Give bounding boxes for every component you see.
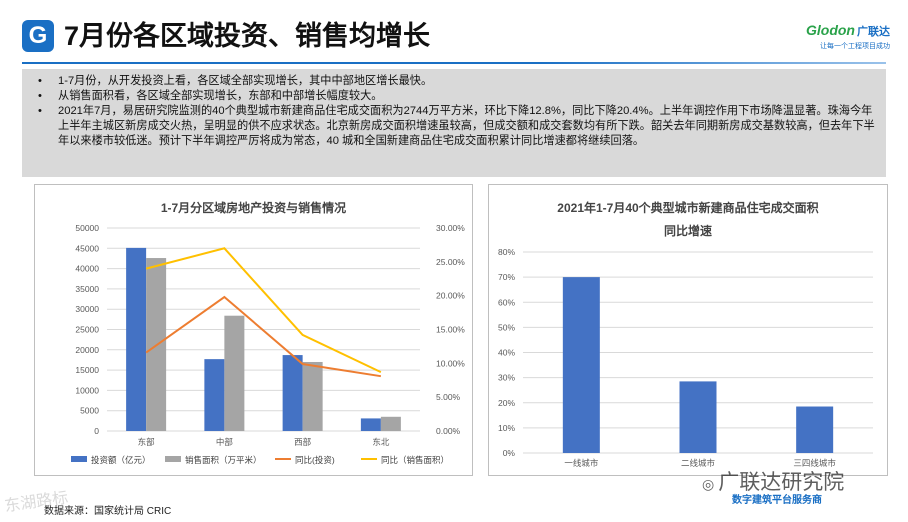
left-tick-label: 45000 bbox=[75, 243, 99, 253]
y-tick-label: 30% bbox=[498, 373, 515, 383]
category-label: 东部 bbox=[138, 437, 156, 447]
brand-name: Glodon 广联达 bbox=[806, 22, 890, 39]
bullet-text: 2021年7月，易居研究院监测的40个典型城市新建商品住宅成交面积为2744万平… bbox=[58, 105, 875, 147]
bullet-text: 1-7月份，从开发投资上看，各区域全部实现增长，其中中部地区增长最快。 bbox=[58, 75, 433, 87]
legend-swatch bbox=[165, 456, 181, 462]
city-chart-panel: 2021年1-7月40个典型城市新建商品住宅成交面积 同比增速 0% 10% 20%… bbox=[488, 184, 888, 476]
category-label: 一线城市 bbox=[564, 458, 599, 468]
bar-yoy-growth bbox=[679, 381, 717, 453]
left-tick-label: 30000 bbox=[75, 304, 99, 314]
brand-logo-icon: G bbox=[22, 20, 54, 52]
bullet-dot: • bbox=[38, 105, 42, 117]
brand-block: Glodon 广联达 让每一个工程项目成功 bbox=[806, 22, 890, 51]
bar-investment bbox=[126, 247, 147, 431]
category-label: 东北 bbox=[372, 437, 390, 447]
legend-label: 同比（销售面积） bbox=[381, 455, 449, 465]
brand-name-cn: 广联达 bbox=[857, 26, 890, 38]
bullet-item: • 1-7月份，从开发投资上看，各区域全部实现增长，其中中部地区增长最快。 bbox=[32, 74, 876, 89]
legend-swatch bbox=[71, 456, 87, 462]
bar-sales-area bbox=[302, 361, 323, 431]
line-series-investment-yoy bbox=[145, 295, 382, 378]
watermark-right: ◎ 广联达研究院 bbox=[702, 466, 844, 496]
bullet-dot: • bbox=[38, 75, 42, 87]
city-chart: 0% 10% 20% 30% 40% 50% 60% 70% 80% 一线城市 二线城市 三四线城市 bbox=[498, 247, 873, 468]
right-tick-label: 10.00% bbox=[436, 358, 465, 368]
right-tick-label: 20.00% bbox=[436, 291, 465, 301]
category-label: 西部 bbox=[294, 437, 312, 447]
left-tick-label: 35000 bbox=[75, 284, 99, 294]
platform-tagline: 数字建筑平台服务商 bbox=[732, 495, 822, 506]
legend-label: 投资额（亿元） bbox=[91, 455, 151, 465]
regional-chart: 0 5000 10000 15000 20000 25000 30000 35000 40000… bbox=[71, 223, 465, 465]
regional-chart-panel: 1-7月分区域房地产投资与销售情况 0 5000 10000 15000 20000 25… bbox=[34, 184, 473, 476]
y-tick-label: 60% bbox=[498, 297, 515, 307]
title-divider bbox=[22, 62, 886, 64]
left-tick-label: 10000 bbox=[75, 385, 99, 395]
y-tick-label: 20% bbox=[498, 398, 515, 408]
right-tick-label: 15.00% bbox=[436, 325, 465, 335]
y-tick-label: 0% bbox=[503, 448, 516, 458]
y-tick-label: 80% bbox=[498, 247, 515, 257]
bar-yoy-growth bbox=[796, 406, 834, 453]
data-source: 数据来源：国家统计局 CRIC bbox=[44, 506, 172, 517]
page-title: 7月份各区域投资、销售均增长 bbox=[64, 21, 431, 51]
brand-name-en: Glodon bbox=[806, 22, 855, 38]
bar-yoy-growth bbox=[562, 277, 600, 453]
legend-label: 同比(投资) bbox=[295, 455, 335, 465]
left-tick-label: 0 bbox=[94, 426, 99, 436]
left-tick-label: 20000 bbox=[75, 345, 99, 355]
left-tick-label: 15000 bbox=[75, 365, 99, 375]
y-tick-label: 50% bbox=[498, 322, 515, 332]
bar-investment bbox=[204, 359, 225, 431]
y-tick-label: 40% bbox=[498, 348, 515, 358]
wechat-icon: ◎ bbox=[702, 476, 715, 492]
right-tick-label: 5.00% bbox=[436, 392, 461, 402]
bar-sales-area bbox=[224, 315, 245, 431]
left-tick-label: 50000 bbox=[75, 223, 99, 233]
y-tick-label: 70% bbox=[498, 272, 515, 282]
bullet-item: • 从销售面积看，各区域全部实现增长，东部和中部增长幅度较大。 bbox=[32, 89, 876, 104]
city-chart-title-line2: 同比增速 bbox=[663, 224, 712, 238]
y-tick-label: 10% bbox=[498, 423, 515, 433]
right-tick-label: 0.00% bbox=[436, 426, 461, 436]
bar-investment bbox=[282, 355, 303, 431]
left-tick-label: 25000 bbox=[75, 325, 99, 335]
category-label: 二线城市 bbox=[681, 458, 716, 468]
city-chart-title-line1: 2021年1-7月40个典型城市新建商品住宅成交面积 bbox=[557, 201, 819, 215]
left-tick-label: 5000 bbox=[80, 406, 99, 416]
bar-investment bbox=[360, 418, 381, 431]
watermark-right-text: 广联达研究院 bbox=[718, 471, 845, 494]
bar-sales-area bbox=[380, 416, 401, 431]
legend-label: 销售面积（万平米） bbox=[185, 455, 262, 465]
right-tick-label: 30.00% bbox=[436, 223, 465, 233]
regional-chart-title: 1-7月分区域房地产投资与销售情况 bbox=[160, 201, 347, 215]
line-series-sales-yoy bbox=[145, 247, 382, 374]
bullet-item: • 2021年7月，易居研究院监测的40个典型城市新建商品住宅成交面积为2744万… bbox=[32, 104, 876, 149]
summary-box: • 1-7月份，从开发投资上看，各区域全部实现增长，其中中部地区增长最快。 • 从销… bbox=[22, 69, 886, 177]
bullet-text: 从销售面积看，各区域全部实现增长，东部和中部增长幅度较大。 bbox=[58, 90, 383, 102]
category-label: 中部 bbox=[216, 437, 234, 447]
bullet-dot: • bbox=[38, 90, 42, 102]
right-tick-label: 25.00% bbox=[436, 257, 465, 267]
category-label: 三四线城市 bbox=[793, 458, 836, 468]
left-tick-label: 40000 bbox=[75, 264, 99, 274]
brand-tagline: 让每一个工程项目成功 bbox=[820, 43, 890, 50]
